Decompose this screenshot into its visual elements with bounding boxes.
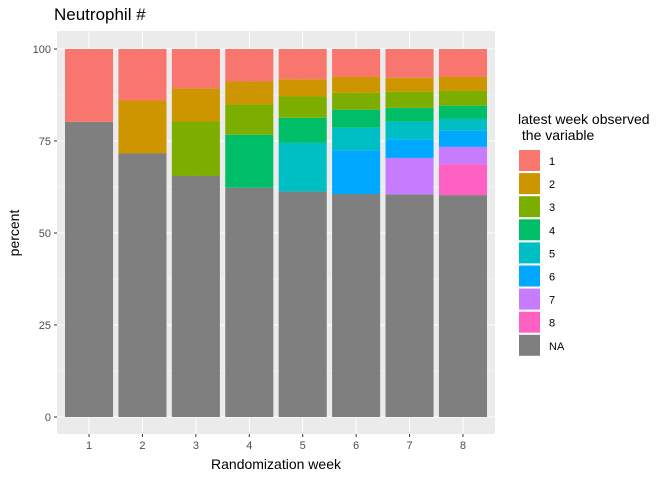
bar-segment	[278, 96, 327, 118]
bar-segment	[118, 153, 167, 417]
y-tick-label: 50	[39, 228, 51, 240]
x-axis: 1 2 3 4 5 6 7 8	[86, 434, 466, 452]
legend-key	[519, 288, 540, 310]
y-tick-label: 75	[39, 136, 51, 148]
bar-segment	[225, 81, 274, 105]
bar-segment	[118, 100, 167, 154]
bar-segment	[278, 49, 327, 80]
bar-segment	[332, 92, 381, 110]
bar-segment	[438, 118, 487, 131]
bar-segment	[385, 107, 434, 122]
bar-segment	[171, 88, 220, 122]
bar-segment	[278, 79, 327, 97]
bar-segment	[385, 91, 434, 108]
y-tick-label: 25	[39, 320, 51, 332]
legend-key	[519, 219, 540, 241]
legend-title-line: the variable	[518, 127, 594, 143]
x-tick-label: 4	[246, 440, 252, 452]
legend-label: 8	[549, 318, 555, 330]
legend-label: NA	[549, 341, 565, 353]
bar-segment	[332, 49, 381, 77]
bar-segment	[385, 194, 434, 417]
bar-segment	[438, 195, 487, 417]
bar-segment	[225, 187, 274, 417]
y-axis: 0 25 50 75 100	[33, 44, 57, 424]
legend-key	[519, 242, 540, 264]
legend-label: 5	[549, 248, 555, 260]
bar-segment	[278, 117, 327, 143]
bars	[65, 49, 487, 417]
bar-segment	[438, 146, 487, 165]
legend-key	[519, 150, 540, 171]
bar-segment	[438, 90, 487, 106]
legend-label: 7	[549, 295, 555, 307]
bar-segment	[438, 105, 487, 119]
bar-segment	[385, 121, 434, 140]
bar-segment	[385, 157, 434, 195]
bar-segment	[171, 121, 220, 176]
bar-segment	[332, 76, 381, 93]
x-tick-label: 6	[353, 440, 359, 452]
bar-segment	[438, 49, 487, 77]
legend-key	[519, 311, 540, 333]
legend-label: 6	[549, 272, 555, 284]
legend-title: latest week observed the variable	[518, 111, 650, 143]
bar-segment	[332, 193, 381, 417]
bar-segment	[332, 109, 381, 128]
bar-segment	[278, 191, 327, 417]
bar-segment	[225, 104, 274, 135]
legend: latest week observed the variable 1 2 3 4 5 6 7…	[518, 111, 650, 356]
bar-segment	[171, 49, 220, 89]
bar-segment	[171, 175, 220, 417]
bar-segment	[332, 150, 381, 194]
legend-label: 3	[549, 202, 555, 214]
bar-segment	[385, 77, 434, 92]
bar-segment	[438, 130, 487, 147]
legend-key	[519, 173, 540, 195]
x-tick-label: 8	[460, 440, 466, 452]
x-tick-label: 2	[139, 440, 145, 452]
x-tick-label: 1	[86, 440, 92, 452]
legend-label: 2	[549, 179, 555, 191]
bar-segment	[385, 139, 434, 158]
bar-segment	[332, 127, 381, 151]
x-tick-label: 7	[406, 440, 412, 452]
legend-key	[519, 265, 540, 287]
bar-segment	[225, 134, 274, 188]
x-tick-label: 3	[193, 440, 199, 452]
x-tick-label: 5	[300, 440, 306, 452]
bar-segment	[278, 142, 327, 192]
legend-key	[519, 196, 540, 218]
y-tick-label: 100	[33, 44, 51, 56]
chart-title: Neutrophil #	[54, 5, 146, 24]
bar-segment	[65, 121, 114, 417]
bar-segment	[65, 49, 114, 122]
bar-segment	[385, 49, 434, 78]
legend-label: 1	[549, 156, 555, 168]
bar-segment	[118, 49, 167, 101]
x-axis-title: Randomization week	[211, 456, 342, 472]
legend-label: 4	[549, 225, 555, 237]
legend-title-line: latest week observed	[518, 111, 650, 127]
bar-segment	[438, 76, 487, 91]
bar-segment	[225, 49, 274, 82]
legend-key	[519, 334, 540, 356]
bar-segment	[438, 164, 487, 196]
y-tick-label: 0	[45, 412, 51, 424]
y-axis-title: percent	[6, 210, 22, 257]
